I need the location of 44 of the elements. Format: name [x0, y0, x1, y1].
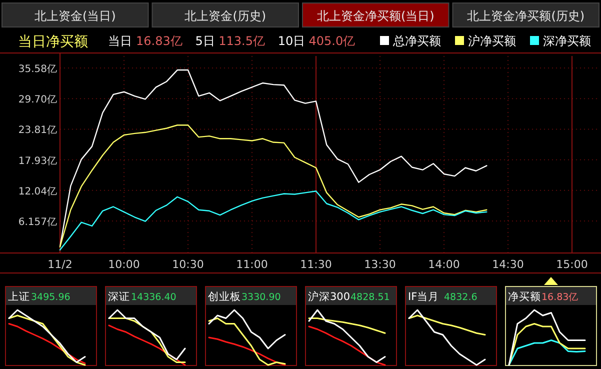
line-series: [59, 190, 488, 250]
chart-title: IF当月: [408, 291, 440, 303]
x-tick-label: 11:30: [300, 258, 332, 271]
x-tick-label: 14:00: [428, 258, 460, 271]
text: 3495.96: [31, 292, 70, 303]
text: 16.83亿: [136, 34, 182, 48]
line-series: [59, 69, 488, 248]
y-tick-label: 23.81亿: [18, 125, 57, 136]
text: 4828.51: [350, 292, 390, 303]
x-tick-label: 14:30: [492, 258, 524, 271]
text: 北上资金(当日): [34, 9, 116, 23]
text: 5日: [195, 34, 215, 48]
x-tick-label: 11:00: [236, 258, 268, 271]
text: 北上资金净买额(历史): [467, 9, 585, 23]
x-tick-label: 10:00: [108, 258, 140, 271]
chart-title: 上证: [8, 290, 30, 303]
y-tick-label: 6.157亿: [18, 216, 57, 228]
x-tick-label: 11/2: [48, 258, 72, 271]
y-tick-label: 29.70亿: [18, 94, 57, 106]
text: 14336.40: [131, 292, 176, 303]
text: 4832.6: [444, 292, 478, 303]
y-tick-label: 12.04亿: [18, 186, 57, 198]
chart-title: 当日净买额: [18, 34, 88, 50]
text: 北上资金净买额(当日): [316, 9, 434, 23]
legend-label: 总净买额: [392, 34, 441, 48]
text: 10日: [278, 34, 306, 48]
x-tick-label: 13:30: [364, 258, 396, 271]
text: 16.83亿: [542, 292, 579, 303]
chart-title: 深证: [108, 291, 130, 303]
line-series: [59, 124, 488, 248]
x-tick-label: 10:30: [172, 258, 204, 271]
chart-title: 创业板: [208, 290, 241, 303]
text: 当日: [108, 34, 132, 48]
text: 113.5亿: [218, 34, 265, 48]
y-tick-label: 35.58亿: [18, 64, 57, 76]
chart-title: 净买额: [508, 290, 541, 303]
text: 405.0亿: [308, 34, 356, 48]
y-tick-label: 17.93亿: [18, 156, 57, 167]
chart-title: 沪深300: [308, 290, 350, 303]
text: 北上资金(历史): [184, 9, 266, 23]
legend-label: 沪净买额: [468, 34, 516, 48]
legend-label: 深净买额: [543, 34, 591, 48]
x-tick-label: 15:00: [556, 258, 588, 271]
text: 3330.90: [242, 292, 281, 303]
